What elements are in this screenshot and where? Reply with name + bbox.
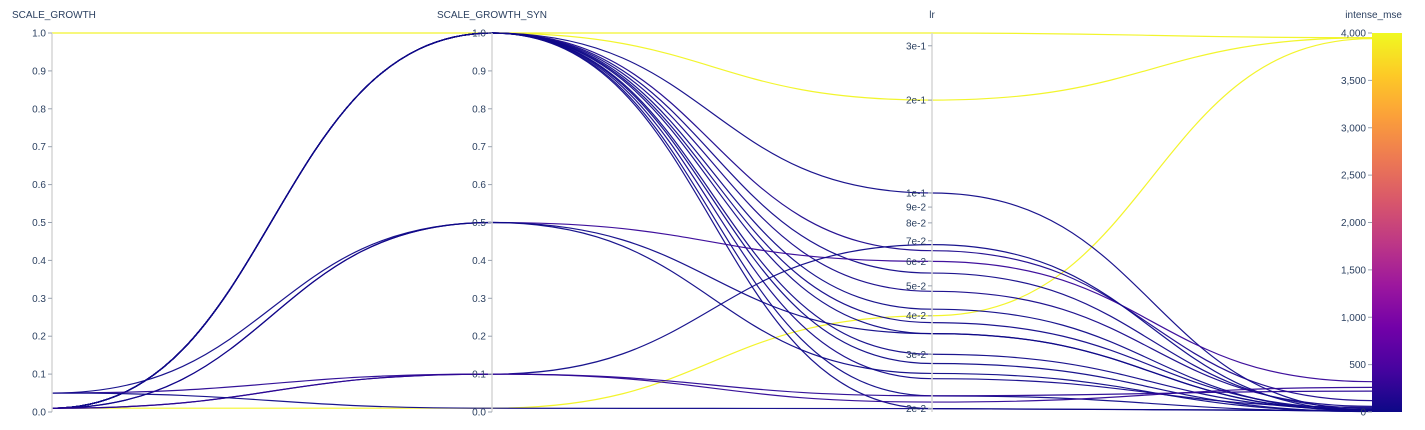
tick-label: 4,000	[1341, 29, 1366, 40]
series-line	[51, 392, 1373, 412]
tick-label: 0.9	[32, 66, 46, 77]
axis-lr[interactable]: lr 2e-2 3e-2 4e-2 5e-2 6e-2 7e-2 8e-2 9e-2 1e-1 2e…	[906, 10, 935, 415]
axis-title: lr	[929, 10, 935, 21]
series-lines	[51, 32, 1373, 413]
tick-label: 2e-1	[906, 96, 926, 107]
axes: SCALE_GROWTH 0.0 0.1 0.2 0.3 0.4 0.5 0.6 0.7 0.8 0…	[12, 10, 1402, 419]
tick-label: 6e-2	[906, 257, 926, 268]
tick-label: 3,000	[1341, 123, 1366, 134]
axis-m[interactable]: intense_mse 0 500 1,000 1,500 2,000 2,500 3,000…	[1341, 10, 1402, 419]
tick-label: 0.7	[32, 142, 46, 153]
series-line	[52, 32, 1373, 101]
tick-label: 3e-1	[906, 41, 926, 52]
tick-label: 0.8	[32, 104, 46, 115]
tick-label: 2e-2	[906, 404, 926, 415]
tick-label: 500	[1349, 360, 1366, 371]
tick-label: 0.5	[472, 218, 486, 229]
series-line	[51, 221, 1373, 411]
series-line	[52, 38, 1373, 409]
tick-label: 0.0	[32, 408, 46, 419]
tick-label: 3,500	[1341, 76, 1366, 87]
axis-title: SCALE_GROWTH_SYN	[437, 10, 547, 21]
tick-label: 7e-2	[906, 236, 926, 247]
axis-title: intense_mse	[1345, 10, 1402, 21]
colorbar-gradient	[1372, 33, 1402, 412]
tick-label: 0.1	[32, 370, 46, 381]
tick-label: 0.4	[32, 256, 46, 267]
axis-ss[interactable]: SCALE_GROWTH_SYN 0.0 0.1 0.2 0.3 0.4 0.5 0.6 0.7…	[437, 10, 547, 419]
axis-title: SCALE_GROWTH	[12, 10, 96, 21]
tick-label: 0.6	[32, 180, 46, 191]
series-line	[51, 221, 1373, 413]
tick-label: 5e-2	[906, 281, 926, 292]
colorbar	[1372, 33, 1402, 412]
axis-s[interactable]: SCALE_GROWTH 0.0 0.1 0.2 0.3 0.4 0.5 0.6 0.7 0.8 0…	[12, 10, 96, 419]
series-line	[51, 373, 1373, 397]
tick-label: 0.7	[472, 142, 486, 153]
series-line	[51, 32, 1373, 413]
tick-label: 0.2	[32, 332, 46, 343]
series-line	[51, 221, 1373, 409]
tick-label: 0.2	[472, 332, 486, 343]
tick-label: 0.1	[472, 370, 486, 381]
tick-label: 0.5	[32, 218, 46, 229]
tick-label: 0.3	[472, 294, 486, 305]
tick-label: 4e-2	[906, 311, 926, 322]
tick-label: 0	[1360, 408, 1366, 419]
tick-label: 3e-2	[906, 350, 926, 361]
tick-label: 0.0	[472, 408, 486, 419]
tick-label: 1,500	[1341, 265, 1366, 276]
tick-label: 0.8	[472, 104, 486, 115]
tick-label: 9e-2	[906, 203, 926, 214]
tick-label: 0.9	[472, 66, 486, 77]
tick-label: 1.0	[32, 29, 46, 40]
series-line	[51, 244, 1373, 412]
tick-label: 1e-1	[906, 188, 926, 199]
tick-label: 0.6	[472, 180, 486, 191]
tick-label: 2,500	[1341, 171, 1366, 182]
tick-label: 0.4	[472, 256, 486, 267]
tick-label: 1,000	[1341, 313, 1366, 324]
tick-label: 1.0	[472, 29, 486, 40]
tick-label: 2,000	[1341, 218, 1366, 229]
tick-label: 8e-2	[906, 218, 926, 229]
series-line	[51, 373, 1373, 409]
tick-label: 0.3	[32, 294, 46, 305]
